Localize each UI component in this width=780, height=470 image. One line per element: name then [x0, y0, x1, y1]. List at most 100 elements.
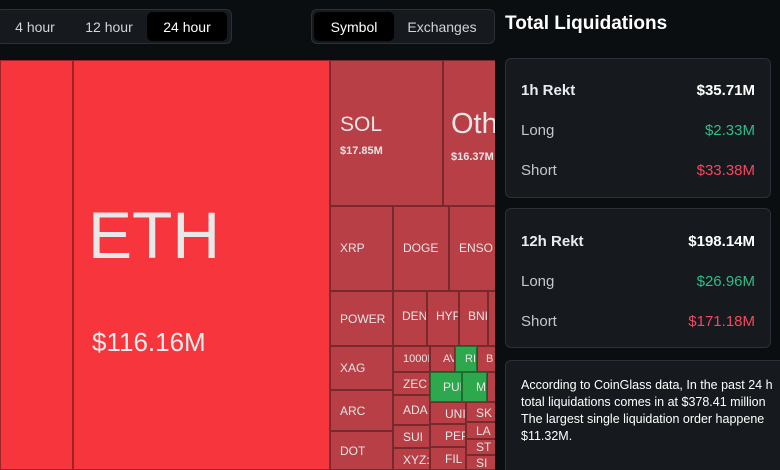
- tile-pep[interactable]: PEP: [430, 424, 466, 447]
- rekt-1h-long-value: $2.33M: [704, 122, 755, 139]
- tile-uni[interactable]: UNI: [430, 402, 466, 424]
- tile-m[interactable]: M: [462, 372, 487, 402]
- tile-xrp[interactable]: XRP: [330, 206, 393, 291]
- tile-arc[interactable]: ARC: [330, 390, 393, 431]
- tile-xag-symbol: XAG: [340, 361, 366, 375]
- tile-hyp-symbol: HYP: [436, 309, 459, 323]
- tile-eth-symbol: ETH: [88, 198, 220, 272]
- summary-note: According to CoinGlass data, In the past…: [505, 360, 780, 470]
- tab-24-hour[interactable]: 24 hour: [147, 12, 227, 41]
- rekt-1h-long-label: Long: [521, 122, 555, 139]
- tile-ada[interactable]: ADA: [393, 395, 430, 425]
- tile-arc-symbol: ARC: [340, 404, 366, 418]
- tile-power[interactable]: POWER: [330, 291, 393, 346]
- tile-doge[interactable]: DOGE: [393, 206, 449, 291]
- rekt-12h-long-label: Long: [521, 273, 555, 290]
- tile-fil[interactable]: FIL: [430, 447, 466, 470]
- tile-xyz[interactable]: XYZ:S: [393, 448, 430, 470]
- summary-line-2: total liquidations comes in at $378.41 m…: [521, 395, 766, 409]
- tile-den-symbol: DEN: [402, 309, 427, 323]
- tile-others-symbol: Oth: [451, 108, 495, 140]
- tile-bnb[interactable]: BNI: [459, 291, 488, 346]
- rekt-1h-label: 1h Rekt: [521, 82, 576, 99]
- summary-line-4: $11.32M.: [521, 429, 573, 443]
- tile-sk-symbol: SK: [476, 406, 493, 420]
- rekt-12h-short-row: Short $171.18M: [521, 313, 755, 330]
- tile-doge-symbol: DOGE: [403, 241, 439, 255]
- rekt-1h-long-row: Long $2.33M: [521, 122, 755, 139]
- tile-pum[interactable]: PUN: [430, 372, 462, 402]
- tab-12-hour[interactable]: 12 hour: [85, 18, 133, 35]
- rekt-1h-total: $35.71M: [696, 82, 755, 99]
- tile-st[interactable]: ST: [466, 439, 495, 455]
- rekt-12h-short-label: Short: [521, 313, 557, 330]
- liquidation-heatmap: ETH $116.16M SOL $17.85M Oth $16.37M XRP…: [0, 60, 495, 470]
- time-range-tabs: 4 hour 12 hour 24 hour: [0, 9, 232, 44]
- rekt-1h-short-value: $33.38M: [696, 162, 755, 179]
- tile-bnb-symbol: BNI: [468, 309, 488, 323]
- tile-sui-symbol: SUI: [403, 430, 424, 444]
- tile-others-value: $16.37M: [451, 151, 494, 163]
- tile-power-symbol: POWER: [340, 312, 386, 326]
- tile-small-1[interactable]: [488, 291, 495, 346]
- tile-b-symbol: B: [486, 353, 494, 365]
- tile-si-symbol: SI: [476, 456, 488, 470]
- tile-den[interactable]: DEN: [393, 291, 427, 346]
- tile-sui[interactable]: SUI: [393, 425, 430, 448]
- tile-left-partial[interactable]: [0, 60, 73, 470]
- rekt-12h-row: 12h Rekt $198.14M: [521, 233, 755, 250]
- summary-line-3: The largest single liquidation order hap…: [521, 412, 765, 426]
- tab-exchanges[interactable]: Exchanges: [407, 18, 477, 35]
- tile-xyz-symbol: XYZ:S: [403, 453, 430, 467]
- tile-small-2[interactable]: [487, 372, 495, 402]
- rekt-12h-short-value: $171.18M: [688, 313, 755, 330]
- tile-1000[interactable]: 1000F: [393, 346, 430, 372]
- tile-sol-symbol: SOL: [340, 113, 383, 136]
- tile-la-symbol: LA: [476, 424, 491, 438]
- panel-title: Total Liquidations: [505, 13, 668, 34]
- rekt-1h-row: 1h Rekt $35.71M: [521, 82, 755, 99]
- rekt-12h-label: 12h Rekt: [521, 233, 584, 250]
- tile-fil-symbol: FIL: [445, 452, 463, 466]
- tile-av-symbol: AV: [443, 353, 454, 365]
- rekt-12h-card: 12h Rekt $198.14M Long $26.96M Short $17…: [505, 208, 771, 348]
- tile-b[interactable]: B: [477, 346, 495, 372]
- tile-xrp-symbol: XRP: [340, 241, 365, 255]
- tile-la[interactable]: LA: [466, 422, 495, 439]
- tile-pum-symbol: PUN: [443, 380, 461, 394]
- tile-ada-symbol: ADA: [403, 403, 428, 417]
- tile-uni-symbol: UNI: [445, 407, 466, 421]
- tile-ri[interactable]: RI: [455, 346, 477, 372]
- tile-eth[interactable]: ETH $116.16M: [73, 60, 330, 470]
- tile-av[interactable]: AV: [430, 346, 455, 372]
- tile-1000-symbol: 1000F: [403, 353, 429, 365]
- tile-xag[interactable]: XAG: [330, 346, 393, 390]
- rekt-12h-long-value: $26.96M: [696, 273, 755, 290]
- tile-others[interactable]: Oth $16.37M: [443, 60, 495, 206]
- tile-si[interactable]: SI: [466, 455, 495, 470]
- tile-sol-value: $17.85M: [340, 145, 383, 157]
- tile-st-symbol: ST: [476, 440, 492, 454]
- tile-m-symbol: M: [476, 380, 486, 394]
- tile-enso-symbol: ENSO: [459, 241, 494, 255]
- tab-symbol[interactable]: Symbol: [314, 12, 394, 41]
- rekt-12h-total: $198.14M: [688, 233, 755, 250]
- tile-dot[interactable]: DOT: [330, 431, 393, 470]
- tile-sol[interactable]: SOL $17.85M: [330, 60, 443, 206]
- tile-eth-value: $116.16M: [92, 327, 206, 357]
- tile-zec[interactable]: ZEC: [393, 372, 430, 395]
- tile-zec-symbol: ZEC: [403, 377, 427, 391]
- view-tabs: Symbol Exchanges: [311, 9, 495, 44]
- tab-4-hour[interactable]: 4 hour: [15, 18, 55, 35]
- tile-enso[interactable]: ENSO: [449, 206, 495, 291]
- tile-ri-symbol: RI: [465, 353, 476, 365]
- rekt-1h-short-row: Short $33.38M: [521, 162, 755, 179]
- tile-sk[interactable]: SK: [466, 402, 495, 422]
- tile-hyp[interactable]: HYP: [427, 291, 459, 346]
- rekt-1h-card: 1h Rekt $35.71M Long $2.33M Short $33.38…: [505, 58, 771, 198]
- rekt-1h-short-label: Short: [521, 162, 557, 179]
- tile-pep-symbol: PEP: [445, 429, 465, 443]
- rekt-12h-long-row: Long $26.96M: [521, 273, 755, 290]
- tile-dot-symbol: DOT: [340, 444, 366, 458]
- summary-line-1: According to CoinGlass data, In the past…: [521, 378, 773, 392]
